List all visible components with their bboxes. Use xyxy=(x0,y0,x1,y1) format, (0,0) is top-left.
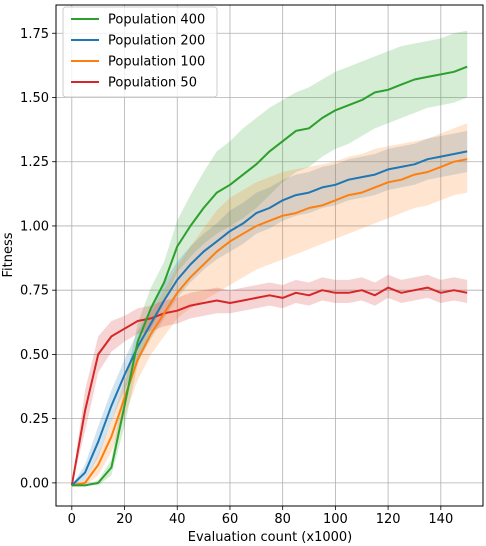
x-axis-label: Evaluation count (x1000) xyxy=(188,530,352,545)
y-tick-label: 0.50 xyxy=(20,348,49,363)
y-tick-label: 0.25 xyxy=(20,412,49,427)
x-tick-label: 120 xyxy=(376,512,401,527)
legend-label: Population 400 xyxy=(108,13,205,28)
x-tick-label: 60 xyxy=(222,512,239,527)
y-tick-label: 0.00 xyxy=(20,476,49,491)
legend-label: Population 50 xyxy=(108,76,197,91)
y-tick-label: 1.50 xyxy=(20,91,49,106)
population-100-line xyxy=(71,158,468,487)
y-axis-label: Fitness xyxy=(1,232,16,277)
y-tick-label: 1.00 xyxy=(20,219,49,234)
x-tick-label: 80 xyxy=(274,512,291,527)
x-axis-ticks: 0 20 40 60 80 100 120 140 xyxy=(68,506,453,527)
population-400-line xyxy=(71,65,468,487)
x-tick-label: 100 xyxy=(323,512,348,527)
legend-box xyxy=(62,6,218,98)
population-50-line xyxy=(70,286,468,486)
legend-label: Population 100 xyxy=(108,55,205,70)
x-tick-label: 140 xyxy=(428,512,453,527)
y-tick-label: 1.75 xyxy=(20,27,49,42)
x-tick-label: 20 xyxy=(116,512,133,527)
y-tick-label: 0.75 xyxy=(20,284,49,299)
y-axis-ticks: 0.00 0.25 0.50 0.75 1.00 1.25 1.50 1.75 xyxy=(20,27,56,491)
population-200-line xyxy=(71,150,468,487)
population-100-band xyxy=(71,123,468,486)
legend: Population 400 Population 200 Population 1… xyxy=(62,6,218,98)
series-lines xyxy=(70,65,468,487)
population-200-band xyxy=(71,130,468,486)
y-tick-label: 1.25 xyxy=(20,155,49,170)
x-tick-label: 40 xyxy=(169,512,186,527)
plot-frame xyxy=(55,4,484,507)
legend-label: Population 200 xyxy=(108,34,205,49)
population-50-band xyxy=(71,274,468,486)
x-tick-label: 0 xyxy=(68,512,76,527)
